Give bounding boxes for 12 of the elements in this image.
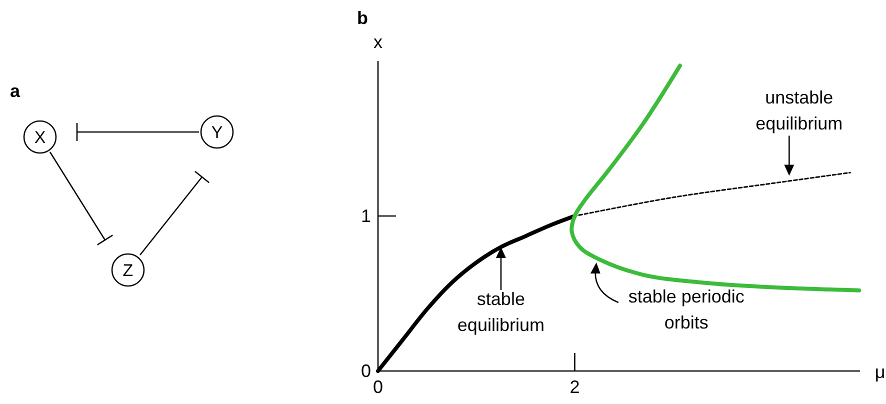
chart-title: b bbox=[357, 8, 368, 28]
y-tick-label: 1 bbox=[360, 206, 372, 226]
text: X bbox=[34, 128, 46, 147]
text: a bbox=[10, 81, 21, 101]
y-axis-title: x bbox=[374, 32, 382, 52]
x-axis-title: μ bbox=[874, 362, 886, 382]
annotation: unstable equilibrium bbox=[756, 88, 843, 134]
annotation: stable periodic orbits bbox=[628, 286, 744, 332]
text: Z bbox=[122, 261, 134, 280]
x-tick-label: 2 bbox=[570, 377, 580, 397]
annotation: stable equilibrium bbox=[457, 289, 544, 335]
text: Y bbox=[211, 123, 223, 142]
